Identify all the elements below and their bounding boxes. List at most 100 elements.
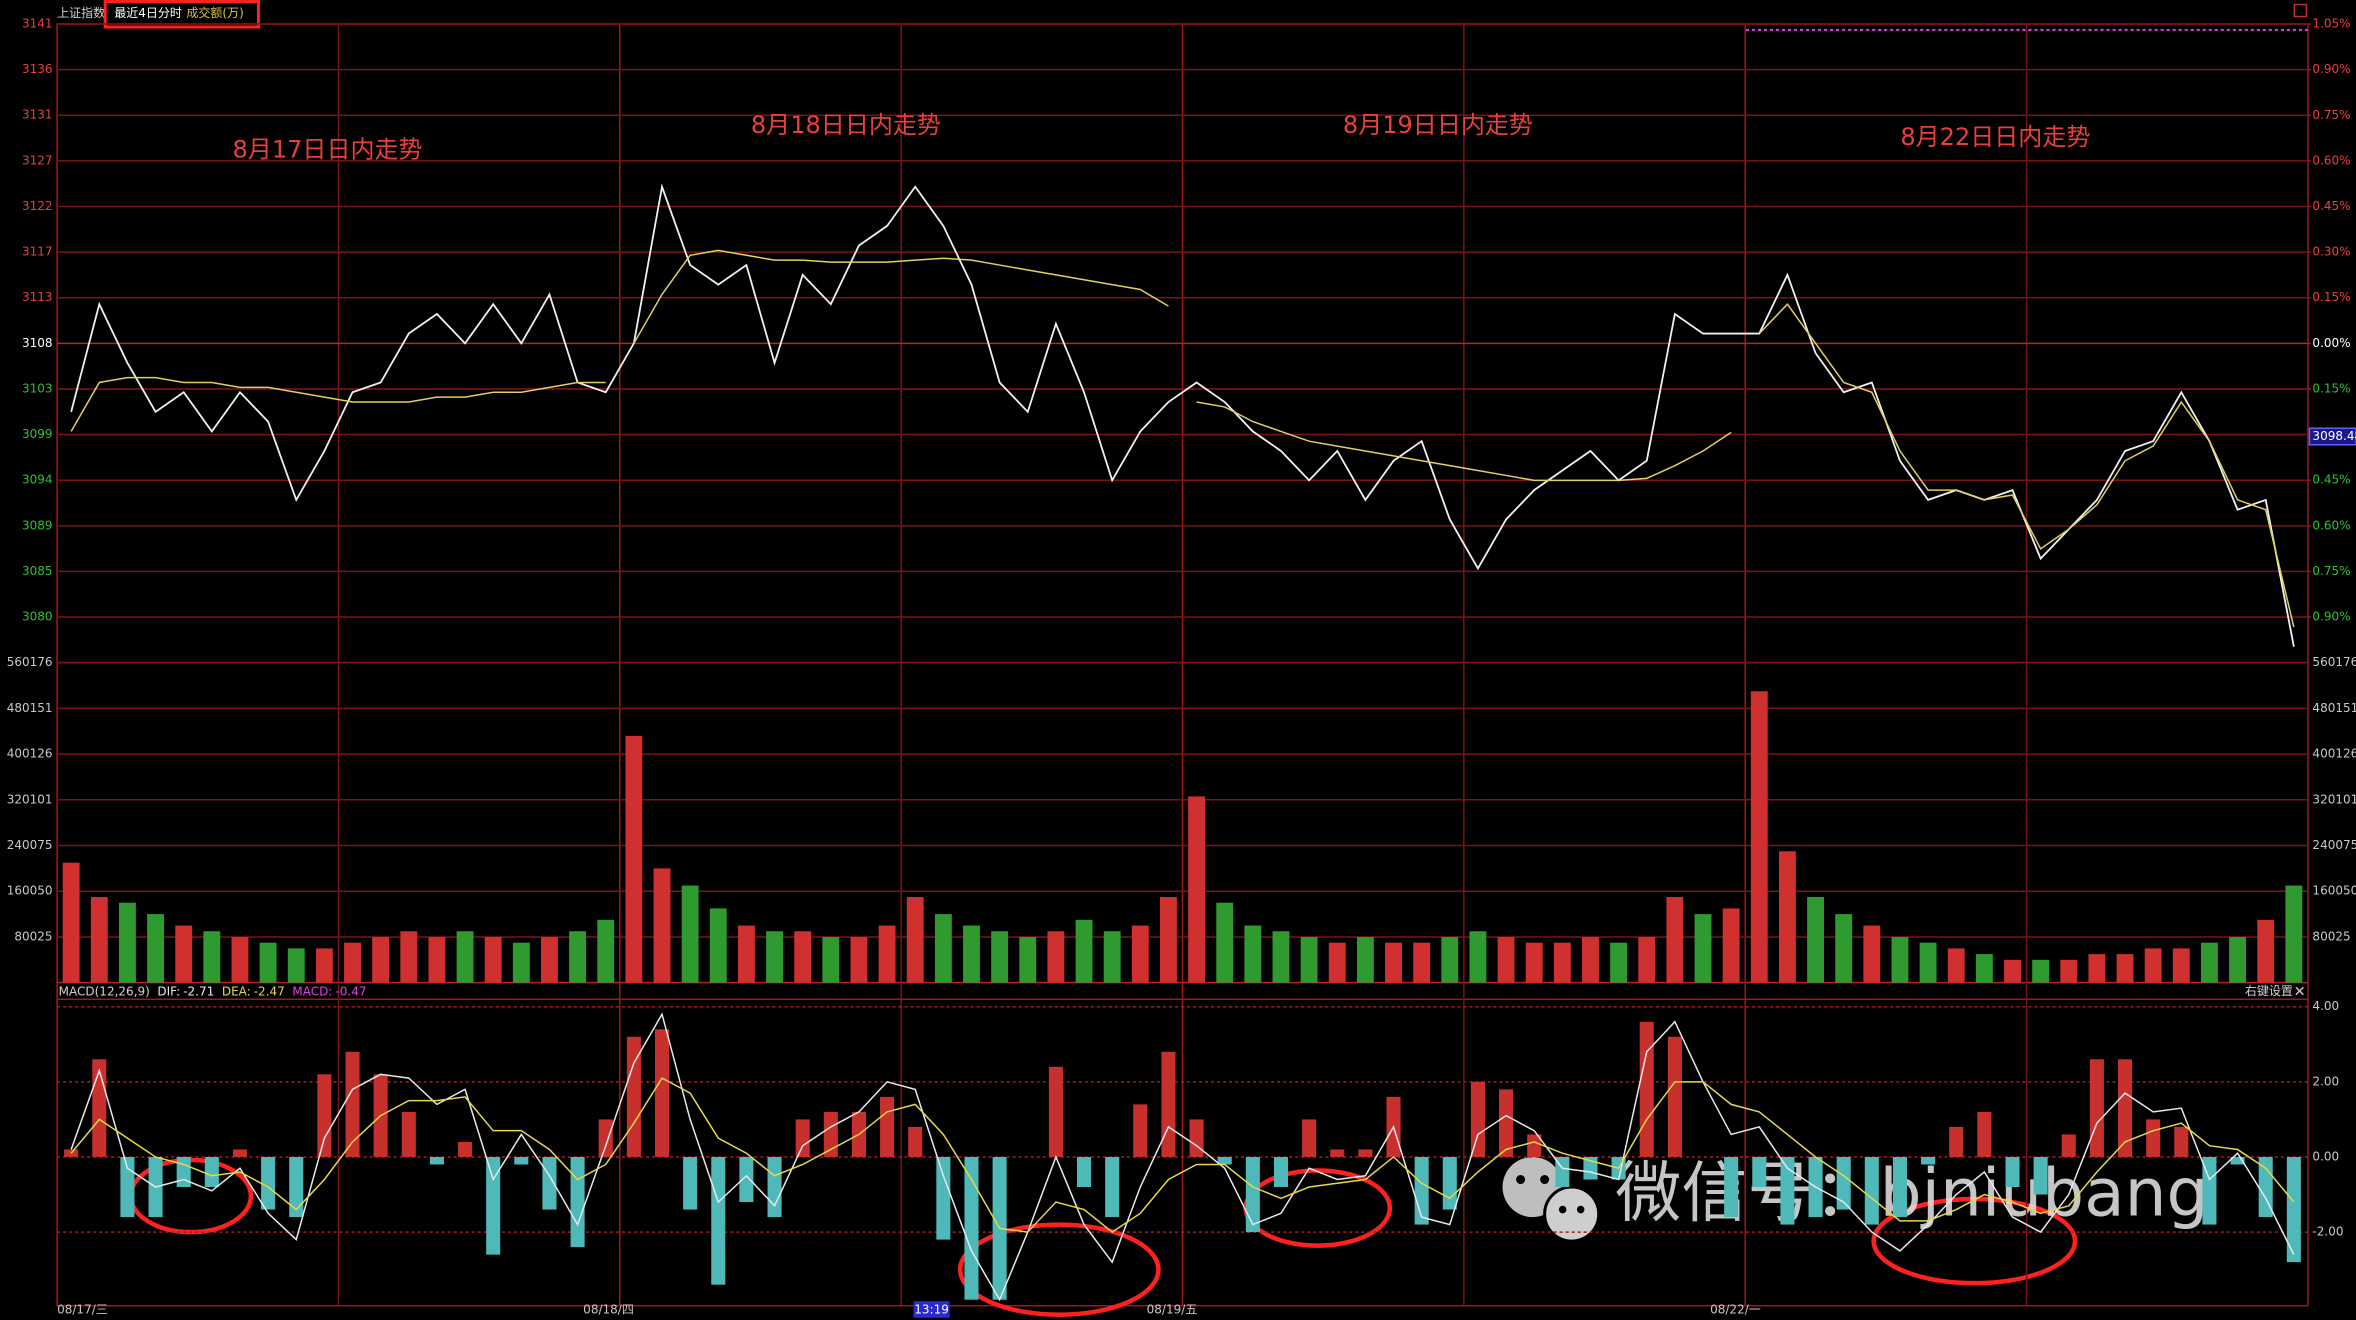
volume-bar	[1216, 902, 1234, 983]
macd-bar	[2146, 1119, 2161, 1157]
macd-bar	[1048, 1066, 1063, 1157]
window-button[interactable]	[2293, 3, 2308, 18]
volume-bar	[625, 735, 643, 983]
volume-bar	[1469, 931, 1487, 983]
readout-value: -2.71	[183, 984, 214, 998]
y2-tick-label: 0.45%	[2312, 473, 2350, 487]
dea-line	[70, 1077, 2295, 1234]
volume-bar	[512, 942, 530, 983]
close-icon[interactable]	[2295, 986, 2304, 996]
y-tick-label: 3094	[22, 473, 53, 487]
volume-bar	[315, 948, 333, 983]
y-tick-label: 80025	[14, 929, 52, 943]
macd-bar	[1358, 1149, 1373, 1157]
y-tick-label: 3127	[22, 153, 53, 167]
volume-bar	[934, 914, 952, 983]
y2-tick-label: 400126	[2312, 747, 2356, 761]
y-tick-label: -2.00	[2312, 1225, 2343, 1239]
macd-bar	[936, 1156, 951, 1240]
x-tick-label: 08/17/三	[57, 1303, 108, 1317]
volume-bar	[1582, 936, 1599, 983]
macd-bar	[1273, 1156, 1289, 1188]
volume-bar	[372, 936, 390, 983]
y2-tick-label: 0.60%	[2312, 518, 2350, 532]
volume-bar	[1244, 925, 1262, 983]
macd-bar	[1864, 1156, 1879, 1225]
watermark-icon	[1502, 1156, 1601, 1243]
volume-bar	[963, 925, 980, 983]
macd-bar	[232, 1149, 248, 1157]
y-tick-label: 4.00	[2312, 999, 2339, 1013]
macd-bar	[1217, 1156, 1232, 1165]
y-tick-label: 3136	[22, 62, 53, 76]
macd-bar	[1499, 1089, 1514, 1157]
macd-bar	[2005, 1156, 2020, 1188]
y-tick-label: 3103	[22, 381, 53, 395]
macd-bar	[1977, 1111, 1992, 1157]
settings-label[interactable]: 右键设置	[2245, 983, 2293, 998]
volume-bar	[822, 936, 840, 983]
volume-bar	[1975, 954, 1993, 983]
macd-bar	[880, 1096, 895, 1157]
volume-bar	[203, 931, 221, 983]
day-title: 8月18日日内走势	[751, 111, 941, 139]
volume-bar	[794, 931, 812, 983]
volume-bar	[1356, 936, 1374, 983]
y-tick-label: 400126	[7, 747, 53, 761]
volume-bar	[1722, 908, 1740, 983]
macd-bar	[795, 1119, 810, 1157]
volume-bar	[1413, 942, 1431, 983]
y-tick-label: 3117	[22, 245, 53, 259]
macd-bar	[2118, 1059, 2133, 1157]
macd-bar	[598, 1119, 613, 1157]
readout-label: DEA:	[222, 984, 251, 998]
macd-bar	[1302, 1119, 1317, 1157]
last-price-box	[2308, 427, 2356, 446]
x-tick-label: 08/22/一	[1710, 1303, 1761, 1317]
volume-bar	[62, 862, 80, 983]
macd-bar	[514, 1156, 529, 1165]
highlight-ellipse	[957, 1222, 1161, 1317]
macd-bar	[204, 1156, 219, 1188]
dif-line	[70, 1012, 2295, 1302]
mode-box[interactable]	[103, 0, 260, 29]
y-tick-label: 160050	[7, 884, 53, 898]
macd-bar	[1133, 1104, 1148, 1157]
macd-bar	[261, 1156, 276, 1210]
volume-bar	[1750, 691, 1768, 983]
y2-tick-label: 0.30%	[2312, 245, 2350, 259]
macd-bar	[458, 1141, 473, 1157]
volume-bar	[456, 931, 474, 983]
volume-bar	[231, 936, 249, 983]
macd-bar	[2230, 1156, 2245, 1165]
macd-bar	[486, 1156, 501, 1255]
volume-bar	[1863, 925, 1881, 983]
y-tick-label: 3113	[22, 290, 53, 304]
y-tick-label: 560176	[7, 655, 53, 669]
y-tick-label: 0.00	[2312, 1149, 2339, 1163]
macd-bar	[739, 1156, 754, 1203]
macd-bar	[1780, 1156, 1795, 1225]
y-tick-label: 3085	[22, 564, 53, 578]
y-tick-label: 3080	[22, 610, 53, 624]
y-tick-label: 2.00	[2312, 1074, 2339, 1088]
volume-bar	[2257, 919, 2275, 983]
y-tick-label: 3099	[22, 427, 53, 441]
volume-bar	[1131, 925, 1149, 983]
readout-label: DIF:	[157, 984, 180, 998]
volume-bar	[1919, 942, 1937, 983]
volume-unit[interactable]: 成交额(万)	[186, 5, 243, 20]
macd-bar	[2202, 1156, 2217, 1225]
volume-bar	[1553, 942, 1571, 983]
volume-bar	[118, 902, 136, 983]
macd-bar	[1892, 1156, 1907, 1218]
volume-bar	[1159, 896, 1177, 983]
y2-tick-label: 160050	[2312, 884, 2356, 898]
volume-bar	[147, 914, 165, 983]
volume-bar	[1666, 896, 1684, 983]
macd-bar	[1836, 1156, 1851, 1210]
mode-label[interactable]: 最近4日分时	[114, 6, 182, 20]
volume-bar	[2285, 885, 2303, 983]
macd-bar	[289, 1156, 304, 1218]
y2-tick-label: 0.15%	[2312, 290, 2350, 304]
